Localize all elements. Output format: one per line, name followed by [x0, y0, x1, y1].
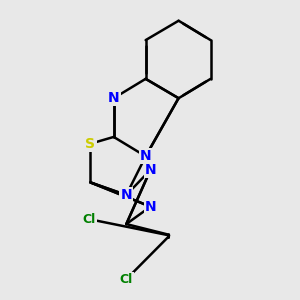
- Text: Cl: Cl: [120, 273, 133, 286]
- Text: N: N: [108, 91, 119, 105]
- Text: S: S: [85, 137, 95, 151]
- Text: Cl: Cl: [83, 213, 96, 226]
- Text: N: N: [145, 200, 156, 214]
- Text: N: N: [140, 149, 152, 163]
- Text: N: N: [121, 188, 132, 202]
- Text: N: N: [145, 163, 156, 177]
